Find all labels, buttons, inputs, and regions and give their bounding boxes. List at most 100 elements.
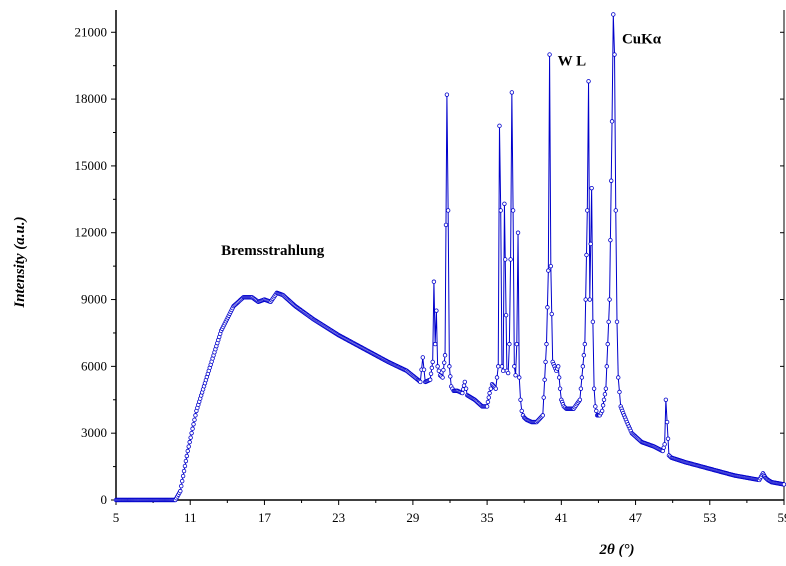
data-point bbox=[594, 405, 598, 409]
data-point bbox=[549, 264, 553, 268]
data-point bbox=[179, 484, 183, 488]
data-point bbox=[609, 238, 613, 242]
data-point bbox=[607, 320, 611, 324]
data-point bbox=[590, 186, 594, 190]
data-point bbox=[664, 398, 668, 402]
y-tick-label: 3000 bbox=[81, 425, 107, 440]
data-point bbox=[581, 365, 585, 369]
x-tick-label: 41 bbox=[555, 510, 568, 525]
data-point bbox=[509, 258, 513, 262]
data-point bbox=[586, 209, 590, 213]
data-point bbox=[663, 443, 667, 447]
x-tick-label: 29 bbox=[406, 510, 419, 525]
data-point bbox=[615, 320, 619, 324]
data-point bbox=[485, 405, 489, 409]
data-point bbox=[578, 398, 582, 402]
y-tick-label: 21000 bbox=[75, 24, 108, 39]
data-point bbox=[594, 409, 598, 413]
data-point bbox=[588, 298, 592, 302]
data-point bbox=[608, 298, 612, 302]
data-point bbox=[508, 342, 512, 346]
data-point bbox=[441, 376, 445, 380]
annotation-label: CuKα bbox=[622, 31, 662, 47]
data-point bbox=[444, 223, 448, 227]
data-point bbox=[557, 376, 561, 380]
data-point bbox=[614, 209, 618, 213]
data-point bbox=[503, 258, 507, 262]
data-point bbox=[487, 396, 491, 400]
data-point bbox=[543, 378, 547, 382]
data-point bbox=[184, 459, 188, 463]
data-point bbox=[583, 342, 587, 346]
data-point bbox=[610, 120, 614, 124]
data-point bbox=[510, 91, 514, 95]
data-point bbox=[504, 313, 508, 317]
data-point bbox=[419, 380, 423, 384]
x-tick-label: 5 bbox=[113, 510, 120, 525]
data-point bbox=[495, 376, 499, 380]
data-point bbox=[445, 93, 449, 97]
data-point bbox=[448, 365, 452, 369]
data-point bbox=[186, 449, 190, 453]
data-point bbox=[464, 387, 468, 391]
data-point bbox=[437, 369, 441, 373]
data-point bbox=[600, 409, 604, 413]
data-point bbox=[461, 391, 465, 395]
data-point bbox=[187, 445, 191, 449]
data-point bbox=[544, 360, 548, 364]
data-point bbox=[515, 342, 519, 346]
data-point bbox=[541, 414, 545, 418]
data-point bbox=[545, 342, 549, 346]
y-axis-label: Intensity (a.u.) bbox=[12, 216, 28, 308]
data-point bbox=[179, 489, 183, 493]
data-point bbox=[180, 479, 184, 483]
x-tick-label: 23 bbox=[332, 510, 345, 525]
series-line bbox=[116, 14, 784, 500]
data-point bbox=[516, 231, 520, 235]
data-point bbox=[589, 242, 593, 246]
data-point bbox=[666, 437, 670, 441]
data-point bbox=[183, 464, 187, 468]
data-point bbox=[587, 79, 591, 83]
data-point bbox=[488, 391, 492, 395]
data-point bbox=[548, 53, 552, 57]
data-point bbox=[435, 309, 439, 313]
data-point bbox=[494, 387, 498, 391]
data-point bbox=[558, 387, 562, 391]
data-point bbox=[193, 418, 197, 422]
x-tick-label: 59 bbox=[778, 510, 786, 525]
data-point bbox=[182, 469, 186, 473]
data-point bbox=[613, 53, 617, 57]
data-point bbox=[580, 376, 584, 380]
data-point bbox=[499, 209, 503, 213]
data-point bbox=[592, 387, 596, 391]
data-point bbox=[189, 436, 193, 440]
data-point bbox=[546, 306, 550, 310]
x-axis-label: 2θ (°) bbox=[598, 542, 634, 558]
data-point bbox=[585, 253, 589, 257]
data-point bbox=[498, 124, 502, 128]
data-point bbox=[556, 365, 560, 369]
data-point bbox=[181, 474, 185, 478]
data-point bbox=[500, 365, 504, 369]
data-point bbox=[430, 366, 434, 370]
data-point bbox=[517, 376, 521, 380]
data-point bbox=[442, 368, 446, 372]
data-point bbox=[192, 422, 196, 426]
data-point bbox=[188, 440, 192, 444]
y-tick-label: 0 bbox=[101, 492, 108, 507]
y-tick-label: 15000 bbox=[75, 158, 108, 173]
y-tick-label: 18000 bbox=[75, 91, 108, 106]
x-tick-label: 53 bbox=[703, 510, 716, 525]
y-tick-label: 12000 bbox=[75, 225, 108, 240]
data-point bbox=[431, 360, 435, 364]
data-point bbox=[616, 376, 620, 380]
x-tick-label: 35 bbox=[481, 510, 494, 525]
data-point bbox=[486, 400, 490, 404]
data-point bbox=[606, 342, 610, 346]
data-point bbox=[665, 420, 669, 424]
data-point bbox=[422, 368, 426, 372]
data-point bbox=[582, 353, 586, 357]
